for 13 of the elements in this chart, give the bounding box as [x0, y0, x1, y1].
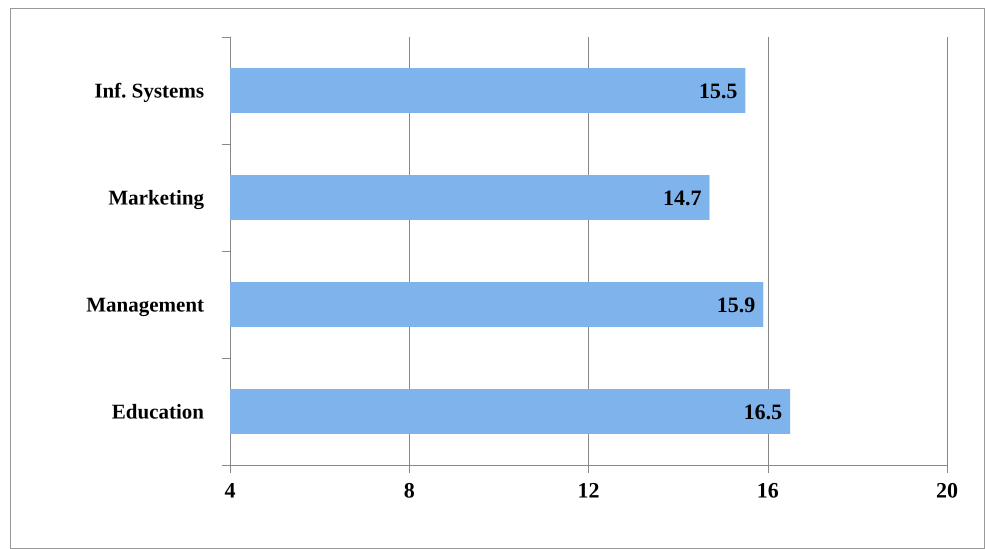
x-tick-label: 8: [404, 478, 415, 502]
data-label: 15.9: [716, 292, 756, 317]
y-tick-label: Inf. Systems: [94, 78, 204, 102]
data-label: 15.5: [698, 78, 738, 103]
x-tick-label: 12: [578, 478, 600, 502]
data-label: 14.7: [662, 185, 702, 210]
data-label: 16.5: [744, 399, 782, 424]
y-tick-label: Education: [112, 400, 204, 424]
x-tick-label: 16: [756, 478, 779, 502]
x-tick-label: 20: [936, 478, 958, 502]
y-tick-label: Marketing: [108, 186, 204, 210]
x-tick-label: 4: [224, 478, 236, 502]
y-tick-label: Management: [86, 292, 204, 316]
